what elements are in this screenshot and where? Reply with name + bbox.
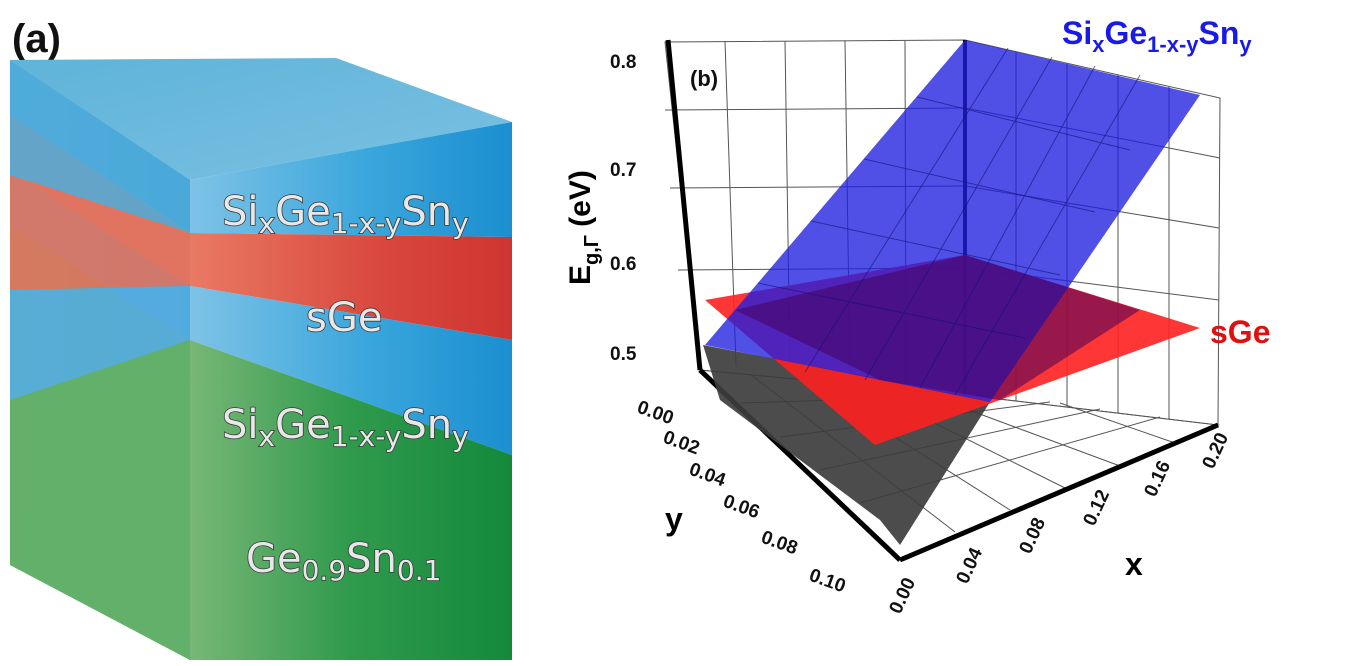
layer-top-label: SixGe1-x-ySny bbox=[222, 189, 469, 240]
surface-overlap bbox=[735, 255, 1140, 400]
z-tick-2: 0.7 bbox=[610, 160, 636, 181]
surface-mesh bbox=[757, 47, 1141, 396]
x-tick-1: 0.04 bbox=[952, 544, 987, 587]
panel-a-label: (a) bbox=[12, 17, 61, 61]
side-shade-1 bbox=[10, 60, 190, 233]
side-shade-3 bbox=[10, 286, 190, 400]
z-tick-labels: 0.5 0.6 0.7 0.8 bbox=[610, 52, 637, 365]
x-tick-3: 0.12 bbox=[1079, 487, 1114, 529]
z-axis-label: Eg,Γ (eV) bbox=[564, 170, 603, 285]
y-tick-1: 0.02 bbox=[660, 427, 702, 459]
layer-top-front bbox=[190, 122, 512, 237]
z-tick-0: 0.5 bbox=[610, 344, 637, 365]
panel-b: (b) 0.5 0.6 0.7 0.8 Eg,Γ (eV) 0.00 0.02 … bbox=[564, 15, 1270, 617]
layer-sge-label: sGe bbox=[306, 295, 382, 341]
side-shade-2 bbox=[10, 175, 190, 290]
x-axis-line bbox=[899, 422, 1219, 563]
layer-middle-front bbox=[190, 286, 512, 455]
panel-b-label: (b) bbox=[690, 66, 718, 91]
plane-label: sGe bbox=[1210, 314, 1270, 350]
x-axis-label: x bbox=[1125, 546, 1143, 582]
side-shade-4 bbox=[10, 340, 190, 660]
z-tick-3: 0.8 bbox=[610, 52, 636, 73]
x-tick-2: 0.08 bbox=[1015, 515, 1050, 557]
stack-top-face bbox=[10, 58, 512, 180]
layer-substrate-front bbox=[190, 340, 512, 660]
layer-middle-label: SixGe1-x-ySny bbox=[222, 402, 469, 453]
layer-sge-front bbox=[190, 233, 512, 340]
x-tick-4: 0.16 bbox=[1140, 458, 1175, 500]
y-tick-0: 0.00 bbox=[634, 397, 676, 429]
y-tick-3: 0.06 bbox=[720, 491, 762, 523]
panel-a: (a) SixGe1-x-ySny sGe SixGe1-x-ySny Ge0.… bbox=[10, 17, 512, 660]
x-tick-0: 0.00 bbox=[885, 575, 920, 617]
y-tick-4: 0.08 bbox=[758, 527, 800, 559]
layer-substrate-label: Ge0.9Sn0.1 bbox=[246, 536, 441, 587]
z-tick-1: 0.6 bbox=[610, 254, 636, 275]
surface-label: SixGe1-x-ySny bbox=[1062, 15, 1252, 57]
y-axis-label: y bbox=[665, 501, 683, 537]
z-axis-line bbox=[665, 39, 703, 371]
y-tick-2: 0.04 bbox=[686, 459, 728, 492]
x-tick-5: 0.20 bbox=[1198, 430, 1233, 472]
y-tick-5: 0.10 bbox=[806, 565, 848, 597]
